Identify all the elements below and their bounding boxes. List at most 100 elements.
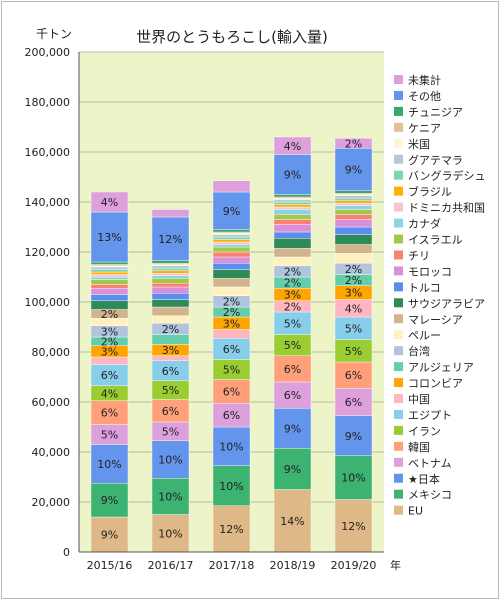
bar-segment xyxy=(334,234,373,245)
legend-swatch xyxy=(394,394,403,403)
bar-data-label: 3% xyxy=(345,287,362,300)
legend-swatch xyxy=(394,298,403,308)
bar-segment xyxy=(273,136,312,155)
bar-segment xyxy=(212,180,251,193)
bar-data-label: 5% xyxy=(284,317,301,330)
y-tick-label: 140,000 xyxy=(25,196,71,209)
bar-segment xyxy=(212,246,251,253)
bar-segment xyxy=(273,224,312,233)
bar-data-label: 2% xyxy=(101,308,118,321)
bar-segment xyxy=(334,200,373,204)
bar-data-label: 4% xyxy=(101,196,118,209)
bar-segment xyxy=(273,194,312,198)
bar-segment xyxy=(273,489,312,553)
bar-segment xyxy=(273,201,312,205)
legend-label: 中国 xyxy=(408,393,430,406)
bar-segment xyxy=(334,198,373,201)
legend-label: アルジェリア xyxy=(408,361,474,374)
bar-segment xyxy=(334,361,373,389)
bar-data-label: 2% xyxy=(345,263,362,276)
legend-swatch xyxy=(394,282,403,292)
bar-data-label: 12% xyxy=(158,233,182,246)
bar-data-label: 5% xyxy=(345,322,362,335)
bar-segment xyxy=(90,271,129,275)
bar-data-label: 3% xyxy=(101,345,118,358)
legend-label: メキシコ xyxy=(408,489,452,502)
legend-swatch xyxy=(394,186,403,196)
bar-segment xyxy=(212,505,251,553)
legend-swatch xyxy=(394,122,403,132)
bar-data-label: 12% xyxy=(219,523,243,536)
bar-segment xyxy=(90,444,129,484)
y-tick-label: 100,000 xyxy=(25,296,71,309)
legend-label: エジプト xyxy=(408,409,452,422)
bar-segment xyxy=(212,465,251,506)
bar-data-label: 6% xyxy=(345,369,362,382)
legend-swatch xyxy=(394,441,403,451)
bar-segment xyxy=(151,334,190,345)
y-tick-label: 200,000 xyxy=(25,46,71,59)
bar-segment xyxy=(151,478,190,515)
bar-segment xyxy=(151,278,190,284)
bar-data-label: 3% xyxy=(223,317,240,330)
x-tick-label: 2015/16 xyxy=(87,559,133,572)
bar-segment xyxy=(334,190,373,194)
legend-label: 台湾 xyxy=(408,344,430,358)
bar-segment xyxy=(273,154,312,195)
bar-segment xyxy=(334,388,373,416)
legend-label: ★日本 xyxy=(408,472,440,486)
legend-swatch xyxy=(394,154,403,164)
legend-label: 未集計 xyxy=(408,73,441,87)
legend-swatch xyxy=(394,138,403,148)
bar-segment xyxy=(90,266,129,270)
bar-data-label: 4% xyxy=(101,387,118,400)
bar-data-label: 6% xyxy=(101,369,118,382)
bar-data-label: 10% xyxy=(158,490,182,503)
bar-data-label: 9% xyxy=(284,169,301,182)
legend-label: 韓国 xyxy=(408,441,430,454)
bar-data-labels: 9%9%10%5%6%4%6%3%2%3%2%13%4%10%10%10%5%6… xyxy=(97,137,365,541)
bar-data-label: 2% xyxy=(284,265,301,278)
legend-swatch xyxy=(394,425,403,435)
bar-segment xyxy=(273,206,312,210)
bar-data-label: 6% xyxy=(162,405,179,418)
bar-segment xyxy=(273,408,312,449)
bar-data-label: 2% xyxy=(223,295,240,308)
bar-data-label: 9% xyxy=(284,463,301,476)
legend-label: イラン xyxy=(408,425,441,438)
bar-segment xyxy=(212,251,251,258)
bar-segment xyxy=(151,273,190,276)
bar-data-label: 9% xyxy=(101,494,118,507)
bar-segment xyxy=(151,283,190,288)
bar-segment xyxy=(90,288,129,295)
bar-data-label: 2% xyxy=(284,277,301,290)
bar-segment xyxy=(334,138,373,149)
legend-swatch xyxy=(394,378,403,388)
bar-segment xyxy=(212,236,251,240)
bar-segment xyxy=(212,234,251,238)
bars xyxy=(90,136,373,553)
bar-segment xyxy=(212,329,251,339)
bar-segment xyxy=(334,219,373,228)
bar-segment xyxy=(212,241,251,245)
bar-segment xyxy=(90,261,129,265)
bar-data-label: 2% xyxy=(345,274,362,287)
legend-swatch xyxy=(394,314,403,324)
bar-segment xyxy=(334,195,373,199)
legend-swatch xyxy=(394,90,403,100)
bar-segment xyxy=(151,514,190,553)
bar-segment xyxy=(273,209,312,215)
x-axis-unit-label: 年 xyxy=(390,558,401,572)
bar-data-label: 10% xyxy=(341,472,365,485)
bar-data-label: 6% xyxy=(162,365,179,378)
legend-swatch xyxy=(394,505,403,515)
legend-label: チュニジア xyxy=(408,106,463,119)
bar-data-label: 5% xyxy=(345,345,362,358)
legend-swatch xyxy=(394,473,403,483)
bar-data-label: 6% xyxy=(223,343,240,356)
bar-data-label: 4% xyxy=(284,140,301,153)
bar-data-label: 10% xyxy=(219,480,243,493)
legend-label: ドミニカ共和国 xyxy=(408,202,485,215)
legend-swatch xyxy=(394,346,403,356)
